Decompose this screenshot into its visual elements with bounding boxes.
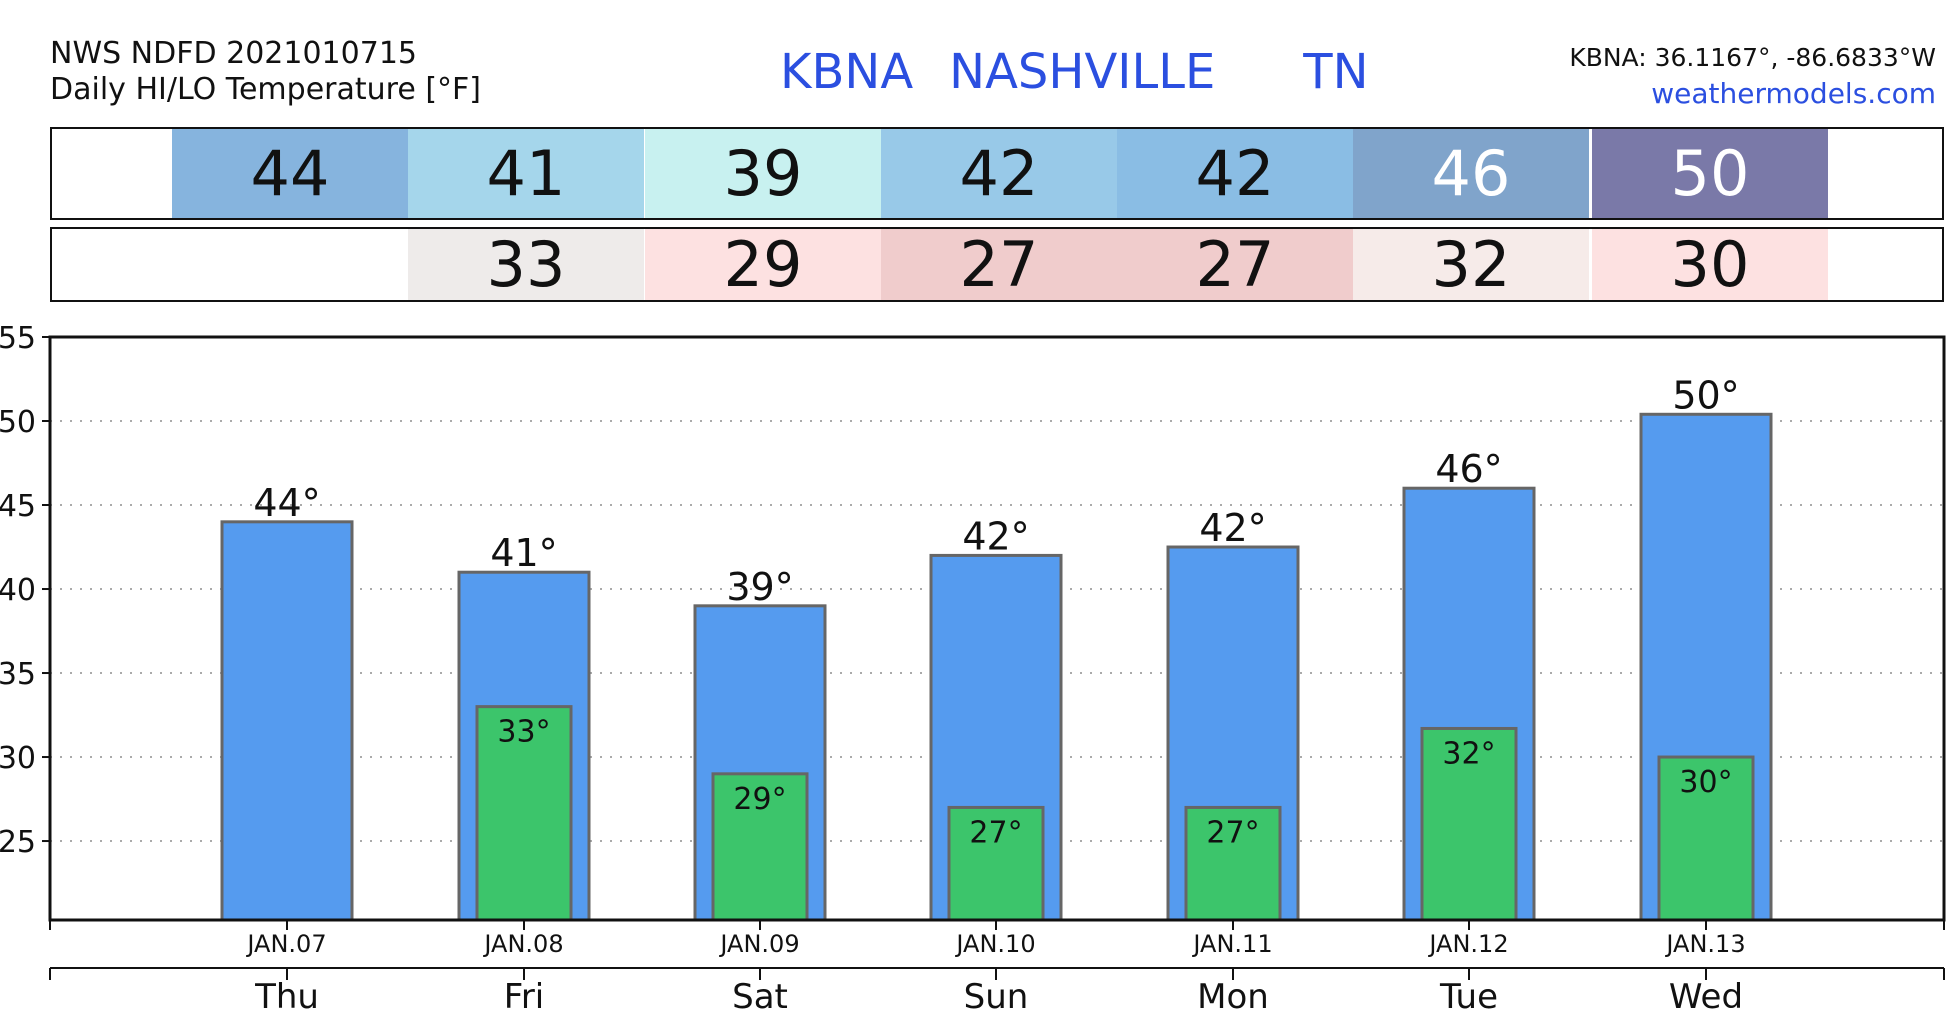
chart-subtitle: Daily HI/LO Temperature [°F]: [50, 72, 481, 107]
hi-temp-bar-label: 44°: [253, 481, 320, 525]
hi-temperature-strip: 44 41 39 42 42 46 50: [50, 127, 1944, 220]
hi-temp-bar: [220, 520, 354, 922]
station-id: KBNA: [780, 44, 914, 100]
weekday-label: Wed: [1669, 977, 1743, 1016]
weekday-label: Mon: [1197, 977, 1269, 1016]
station-coords: KBNA: 36.1167°, -86.6833°W: [1569, 43, 1936, 72]
weekday-label: Sun: [964, 977, 1029, 1016]
lo-temp-bar: [1657, 755, 1755, 922]
lo-temp-cell: 32: [1353, 228, 1589, 301]
hi-temp-cell: 42: [1117, 129, 1353, 218]
y-tick-label: 30: [0, 741, 36, 776]
lo-temp-cell: [172, 229, 408, 300]
lo-temp-cell: 27: [881, 228, 1117, 301]
y-tick-label: 45: [0, 489, 36, 524]
lo-temp-bar: [1184, 805, 1282, 922]
lo-temp-bar: [475, 705, 573, 922]
station-state: TN: [1303, 44, 1369, 100]
lo-temp-bar-label: 30°: [1679, 765, 1732, 800]
y-tick-label: 50: [0, 405, 36, 440]
lo-temp-bar: [711, 772, 809, 922]
weekday-label: Thu: [254, 977, 319, 1016]
lo-temp-cell: 30: [1592, 228, 1828, 301]
x-tick-label: JAN.11: [1191, 930, 1272, 958]
y-tick-label: 55: [0, 321, 36, 356]
lo-temp-bar-label: 33°: [497, 715, 550, 750]
product-label: NWS NDFD 2021010715: [50, 36, 417, 71]
x-tick-label: JAN.12: [1427, 930, 1508, 958]
hi-temp-bar-label: 46°: [1435, 447, 1502, 491]
x-tick-label: JAN.13: [1664, 930, 1745, 958]
x-tick-label: JAN.10: [954, 930, 1035, 958]
station-city: NASHVILLE: [949, 44, 1216, 100]
x-tick-label: JAN.07: [245, 930, 326, 958]
hi-temp-cell: 46: [1353, 129, 1589, 218]
hi-temp-bar-label: 42°: [962, 514, 1029, 558]
chart-header-left: NWS NDFD 2021010715 Daily HI/LO Temperat…: [50, 36, 481, 108]
hi-temp-cell: 42: [881, 129, 1117, 218]
x-tick-label: JAN.09: [718, 930, 799, 958]
station-title: KBNA NASHVILLE TN: [780, 44, 1405, 100]
hi-temp-cell: 50: [1592, 129, 1828, 218]
lo-temp-cell: 33: [408, 228, 644, 301]
lo-temp-bar: [947, 805, 1045, 922]
lo-temp-bar-label: 29°: [733, 782, 786, 817]
hi-temp-cell: 41: [408, 129, 644, 218]
hi-temp-cell: 44: [172, 129, 408, 218]
weekday-label: Fri: [504, 977, 545, 1016]
lo-temp-cell: 27: [1117, 228, 1353, 301]
hi-temp-bar-label: 41°: [490, 531, 557, 575]
lo-temperature-strip: 33 29 27 27 32 30: [50, 227, 1944, 302]
hi-temp-cell: 39: [645, 129, 881, 218]
lo-temp-bar-label: 27°: [969, 815, 1022, 850]
hi-temp-bar-label: 42°: [1199, 506, 1266, 550]
weekday-label: Tue: [1439, 977, 1498, 1016]
y-tick-label: 40: [0, 573, 36, 608]
lo-temp-cell: 29: [645, 228, 881, 301]
lo-temp-bar-label: 27°: [1206, 815, 1259, 850]
site-link[interactable]: weathermodels.com: [1651, 77, 1936, 110]
y-tick-label: 35: [0, 657, 36, 692]
weekday-label: Sat: [732, 977, 788, 1016]
lo-temp-bar-label: 32°: [1442, 736, 1495, 771]
x-tick-label: JAN.08: [482, 930, 563, 958]
chart-header-right: KBNA: 36.1167°, -86.6833°W weathermodels…: [1569, 40, 1936, 112]
hi-temp-bar-label: 50°: [1672, 373, 1739, 417]
hi-temp-bar-label: 39°: [726, 565, 793, 609]
y-tick-label: 25: [0, 825, 36, 860]
